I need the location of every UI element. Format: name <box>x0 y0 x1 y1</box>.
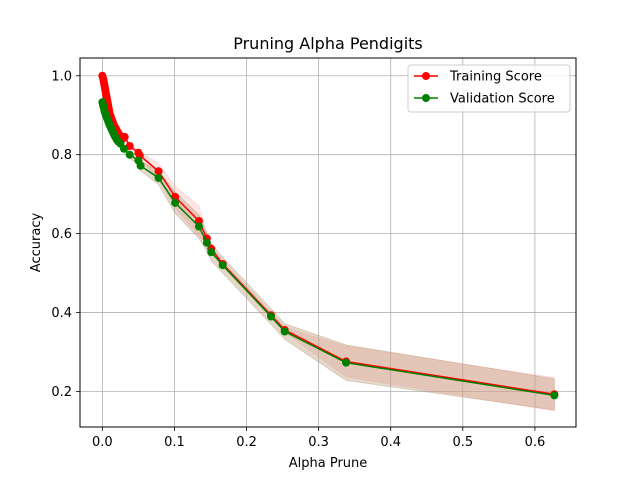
legend-item-training-score: Training Score <box>414 70 542 85</box>
data-point-validation <box>550 391 559 400</box>
x-tick-label: 0.1 <box>164 435 185 450</box>
data-point-validation <box>125 150 134 159</box>
data-point-validation <box>119 144 128 153</box>
data-point-validation <box>136 161 145 170</box>
x-tick-label: 0.4 <box>380 435 401 450</box>
y-tick-label: 0.2 <box>51 385 72 400</box>
y-tick-label: 1.0 <box>51 69 72 84</box>
legend-box <box>407 64 571 113</box>
data-point-validation <box>218 261 227 270</box>
legend-item-validation-score: Validation Score <box>414 92 555 107</box>
grid <box>80 58 576 427</box>
data-point-training <box>154 167 163 176</box>
data-point-validation <box>342 358 351 367</box>
x-tick-label: 0.0 <box>92 435 113 450</box>
y-tick-label: 0.4 <box>51 306 72 321</box>
plot-area-frame <box>79 57 577 428</box>
data-point-validation <box>207 248 216 257</box>
data-point-validation <box>194 222 203 231</box>
data-point-validation <box>280 327 289 336</box>
y-axis-title: Accuracy <box>29 213 44 273</box>
x-axis-ticks: 0.0 0.1 0.2 0.3 0.4 0.5 0.6 <box>92 427 545 450</box>
y-tick-label: 0.8 <box>51 148 72 163</box>
data-point-training <box>120 132 129 141</box>
data-point-validation <box>171 198 180 207</box>
series-layer <box>98 71 559 400</box>
legend-marker-training <box>422 72 430 80</box>
x-tick-label: 0.6 <box>525 435 546 450</box>
legend: Training Score Validation Score <box>407 64 571 113</box>
y-tick-label: 0.6 <box>51 227 72 242</box>
chart-title: Pruning Alpha Pendigits <box>233 34 423 53</box>
data-point-validation <box>267 312 276 321</box>
x-tick-label: 0.2 <box>236 435 257 450</box>
data-point-validation <box>154 173 163 182</box>
data-point-training <box>194 216 203 225</box>
series-validation <box>98 98 559 400</box>
x-tick-label: 0.3 <box>308 435 329 450</box>
legend-label-training: Training Score <box>449 70 542 85</box>
legend-label-validation: Validation Score <box>450 92 555 107</box>
data-point-validation <box>202 238 211 247</box>
x-axis-title: Alpha Prune <box>289 456 368 471</box>
legend-marker-validation <box>422 94 430 102</box>
x-tick-label: 0.5 <box>452 435 473 450</box>
y-axis-ticks: 0.2 0.4 0.6 0.8 1.0 <box>51 69 80 400</box>
